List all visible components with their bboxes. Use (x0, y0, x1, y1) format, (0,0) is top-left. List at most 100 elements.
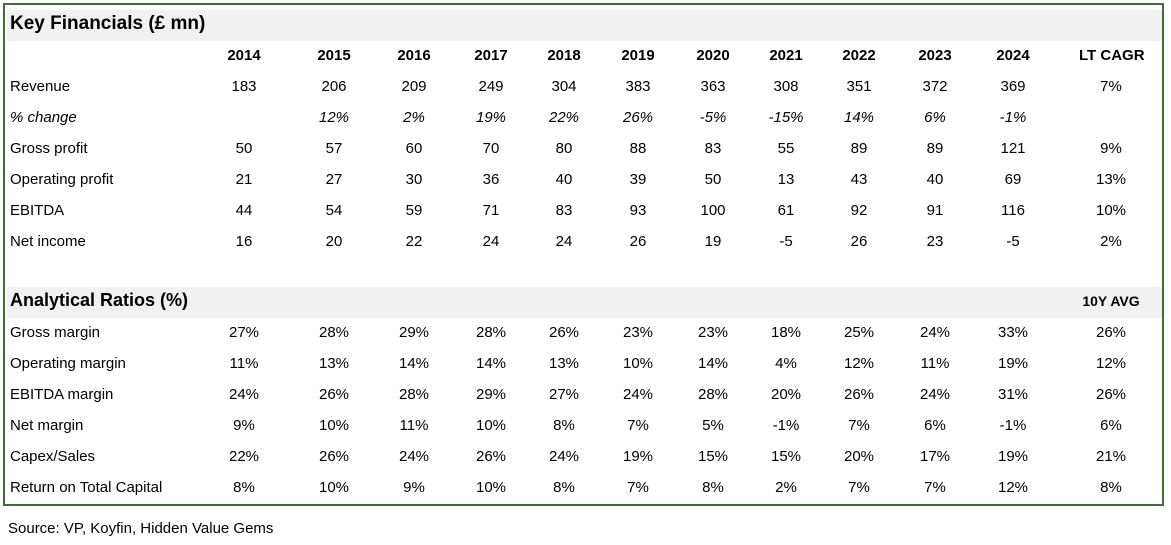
key-financials-header: Key Financials (£ mn) (7, 10, 1162, 41)
table-row: Revenue 183 206 209 249 304 383 363 308 351 372 369… (7, 72, 1162, 103)
summary-cell: 12% (1095, 355, 1127, 372)
table-cell: -1% (999, 109, 1027, 126)
year-header: 2019 (621, 47, 655, 64)
table-cell: 12% (843, 355, 875, 372)
summary-cell: 13% (1095, 171, 1127, 188)
table-cell: 21 (235, 171, 253, 188)
table-cell: 29% (475, 386, 507, 403)
row-label: Return on Total Capital (10, 479, 163, 496)
table-cell: 9% (233, 417, 255, 434)
lt-cagr-header: LT CAGR (1079, 47, 1145, 64)
table-cell: 10% (475, 417, 507, 434)
year-header: 2022 (842, 47, 876, 64)
table-cell: 25% (843, 324, 875, 341)
table-cell: -1% (772, 417, 800, 434)
table-cell: 19% (997, 448, 1029, 465)
table-cell: 2% (403, 109, 425, 126)
summary-cell: 26% (1095, 386, 1127, 403)
table-cell: -5 (1006, 233, 1020, 250)
table-cell: 89 (850, 140, 868, 157)
row-label: Gross profit (10, 140, 88, 157)
table-cell: 12% (318, 109, 350, 126)
summary-cell: 9% (1100, 140, 1122, 157)
row-label: Operating margin (10, 355, 126, 372)
summary-cell: 7% (1100, 78, 1122, 95)
table-cell: 23% (697, 324, 729, 341)
table-cell: 14% (843, 109, 875, 126)
table-cell: 61 (777, 202, 795, 219)
table-cell: 83 (704, 140, 722, 157)
table-row: Return on Total Capital 8% 10% 9% 10% 8% 7% 8% 2… (7, 473, 1162, 504)
table-cell: 363 (700, 78, 726, 95)
table-cell: 13% (548, 355, 580, 372)
table-cell: 16 (235, 233, 253, 250)
table-cell: 70 (482, 140, 500, 157)
table-row: Capex/Sales 22% 26% 24% 26% 24% 19% 15% 15% 20% 17… (7, 442, 1162, 473)
summary-cell: 21% (1095, 448, 1127, 465)
table-cell: 54 (325, 202, 343, 219)
table-cell: 29% (398, 324, 430, 341)
year-header: 2016 (397, 47, 431, 64)
table-cell: 23% (622, 324, 654, 341)
table-cell: 249 (478, 78, 504, 95)
table-row: EBITDA 44 54 59 71 83 93 100 61 92 91 116 10% (7, 196, 1162, 227)
table-cell: 28% (398, 386, 430, 403)
table-cell: 43 (850, 171, 868, 188)
table-cell: 19% (475, 109, 507, 126)
table-row: Operating profit 21 27 30 36 40 39 50 13 43 40 69 13… (7, 165, 1162, 196)
table-cell: 31% (997, 386, 1029, 403)
table-cell: 369 (1000, 78, 1026, 95)
table-cell: 18% (770, 324, 802, 341)
table-cell: 59 (405, 202, 423, 219)
analytical-ratios-title: Analytical Ratios (%) (10, 290, 189, 310)
summary-cell: 26% (1095, 324, 1127, 341)
table-cell: 11% (229, 355, 259, 372)
table-cell: 24 (555, 233, 573, 250)
table-row: Net income 16 20 22 24 24 26 19 -5 26 23 -5 2% (7, 227, 1162, 258)
table-cell: 7% (848, 417, 870, 434)
year-header: 2017 (474, 47, 508, 64)
table-cell: 26% (318, 448, 350, 465)
table-cell: 26% (548, 324, 580, 341)
table-cell: 100 (700, 202, 726, 219)
table-cell: 11% (920, 355, 950, 372)
table-cell: 57 (325, 140, 343, 157)
table-cell: 27 (325, 171, 343, 188)
financial-table: Key Financials (£ mn) 2014 2015 2016 2017 20… (3, 3, 1164, 506)
table-cell: 121 (1000, 140, 1026, 157)
table-cell: 5% (702, 417, 724, 434)
summary-cell: 8% (1100, 479, 1122, 496)
row-label: EBITDA margin (10, 386, 114, 403)
table-cell: 26% (475, 448, 507, 465)
table-cell: 7% (848, 479, 870, 496)
table-row: Gross profit 50 57 60 70 80 88 83 55 89 89 121 9% (7, 134, 1162, 165)
year-header: 2020 (696, 47, 730, 64)
table-cell: 24% (919, 324, 951, 341)
table-cell: 60 (405, 140, 423, 157)
year-header: 2023 (918, 47, 952, 64)
table-cell: 24% (919, 386, 951, 403)
table-cell: 26 (629, 233, 647, 250)
row-label: Gross margin (10, 324, 101, 341)
table-cell: 71 (482, 202, 500, 219)
row-label: % change (10, 109, 77, 126)
year-header: 2024 (996, 47, 1030, 64)
row-label: Operating profit (10, 171, 114, 188)
table-cell: 13% (318, 355, 350, 372)
table-cell: 40 (555, 171, 573, 188)
table-cell: 23 (926, 233, 944, 250)
table-cell: 7% (627, 417, 649, 434)
table-cell: 351 (846, 78, 872, 95)
table-cell: 40 (926, 171, 944, 188)
table-cell: 92 (850, 202, 868, 219)
row-label: Capex/Sales (10, 448, 96, 465)
source-note: Source: VP, Koyfin, Hidden Value Gems (8, 520, 274, 537)
table-cell: 8% (702, 479, 724, 496)
table-cell: 206 (321, 78, 347, 95)
table-cell: 89 (926, 140, 944, 157)
analytical-ratios-header: Analytical Ratios (%) 10Y AVG (7, 287, 1162, 318)
row-label: Revenue (10, 78, 71, 95)
table-cell: 6% (924, 109, 946, 126)
table-row: Gross margin 27% 28% 29% 28% 26% 23% 23% 18% 25% 2… (7, 318, 1162, 349)
summary-cell: 2% (1100, 233, 1122, 250)
